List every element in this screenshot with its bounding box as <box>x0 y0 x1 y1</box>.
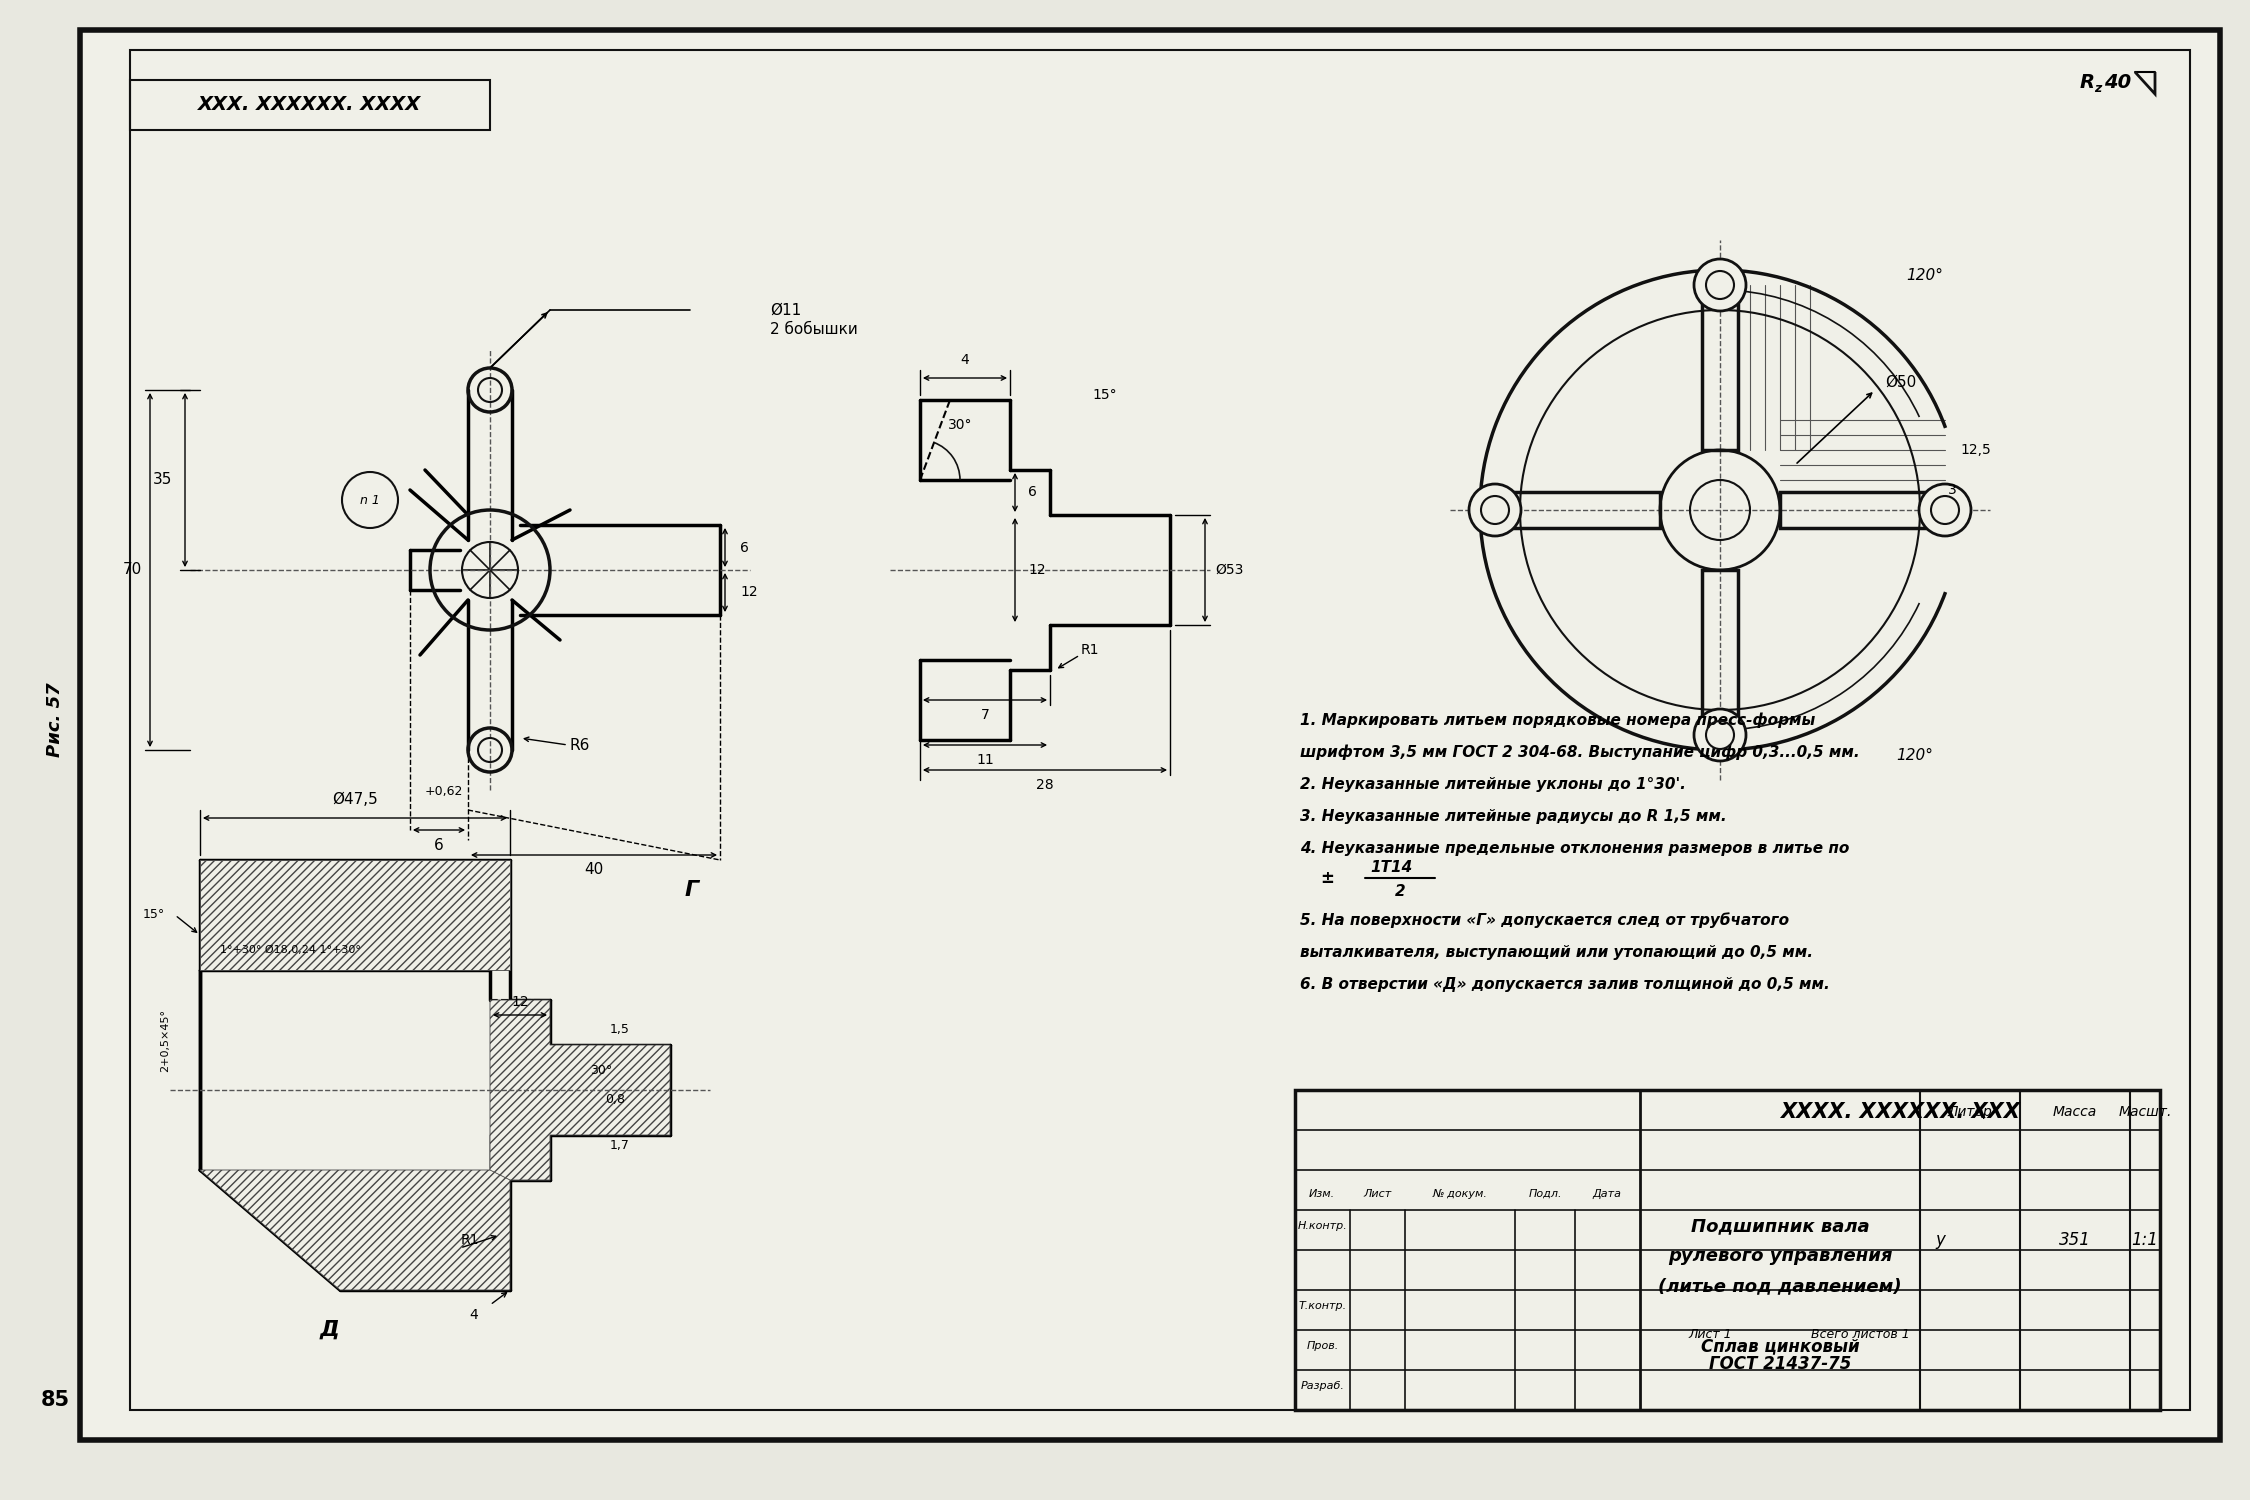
Text: 6: 6 <box>434 837 443 852</box>
Text: Ø47,5: Ø47,5 <box>333 792 378 807</box>
Text: 1°+30° Ø18,0,24 1°+30°: 1°+30° Ø18,0,24 1°+30° <box>220 945 360 956</box>
Text: Всего листов 1: Всего листов 1 <box>1811 1328 1910 1341</box>
Text: 15°: 15° <box>1094 388 1118 402</box>
Text: Изм.: Изм. <box>1310 1190 1334 1198</box>
Text: 7: 7 <box>981 708 990 722</box>
Polygon shape <box>200 859 511 970</box>
Text: у: у <box>1935 1232 1944 1250</box>
Text: 35: 35 <box>153 472 171 488</box>
Text: 70: 70 <box>122 562 142 578</box>
Text: 4: 4 <box>470 1308 477 1322</box>
Text: Лист 1: Лист 1 <box>1688 1328 1732 1341</box>
Text: 30°: 30° <box>947 419 972 432</box>
Text: Пров.: Пров. <box>1307 1341 1339 1352</box>
Text: Дата: Дата <box>1593 1190 1622 1198</box>
Text: Разраб.: Разраб. <box>1300 1382 1346 1390</box>
Text: 6: 6 <box>1028 484 1037 500</box>
Text: 2+0,5×45°: 2+0,5×45° <box>160 1008 171 1071</box>
Bar <box>1701 285 1737 450</box>
Text: ХХХ. ХХХХХХ. ХХХХ: ХХХ. ХХХХХХ. ХХХХ <box>198 94 421 114</box>
Text: Т.контр.: Т.контр. <box>1298 1300 1348 1311</box>
Text: z: z <box>2095 81 2102 94</box>
Text: ХХХХ. ХХХХХХ. ХХХ: ХХХХ. ХХХХХХ. ХХХ <box>1780 1102 2020 1122</box>
Text: 3. Неуказанные литейные радиусы до R 1,5 мм.: 3. Неуказанные литейные радиусы до R 1,5… <box>1300 808 1726 824</box>
Text: 11: 11 <box>976 753 994 766</box>
Text: шрифтом 3,5 мм ГОСТ 2 304-68. Выступание цифр 0,3...0,5 мм.: шрифтом 3,5 мм ГОСТ 2 304-68. Выступание… <box>1300 744 1858 759</box>
Text: Подл.: Подл. <box>1528 1190 1561 1198</box>
Text: R1: R1 <box>461 1233 479 1246</box>
Bar <box>1296 1090 2160 1410</box>
Text: ±: ± <box>1321 868 1334 886</box>
Text: 40: 40 <box>2104 72 2131 92</box>
Circle shape <box>1919 484 1971 536</box>
Text: 4. Неуказаниые предельные отклонения размеров в литье по: 4. Неуказаниые предельные отклонения раз… <box>1300 840 1850 855</box>
Text: Ø11: Ø11 <box>770 303 801 318</box>
Text: R6: R6 <box>569 738 590 753</box>
Text: № докум.: № докум. <box>1433 1190 1487 1198</box>
Text: 12: 12 <box>1028 562 1046 578</box>
Text: Литер: Литер <box>1948 1106 1994 1119</box>
Text: 0,8: 0,8 <box>605 1094 626 1107</box>
Text: 12,5: 12,5 <box>1960 442 1991 458</box>
Text: (литье под давлением): (литье под давлением) <box>1658 1276 1901 1294</box>
Text: 1,7: 1,7 <box>610 1138 630 1152</box>
Text: 120°: 120° <box>1906 267 1944 282</box>
Text: n 1: n 1 <box>360 494 380 507</box>
Bar <box>1296 1090 2160 1410</box>
Text: 2: 2 <box>1395 885 1406 900</box>
Text: Подшипник вала: Подшипник вала <box>1690 1216 1870 1234</box>
Text: Масшт.: Масшт. <box>2117 1106 2171 1119</box>
Text: 120°: 120° <box>1897 747 1933 762</box>
Text: Масса: Масса <box>2052 1106 2097 1119</box>
Text: R: R <box>2079 72 2095 92</box>
Text: Ø50: Ø50 <box>1886 375 1917 390</box>
Text: рулевого управления: рулевого управления <box>1667 1246 1892 1264</box>
Text: Лист: Лист <box>1364 1190 1390 1198</box>
Text: 6: 6 <box>740 542 749 555</box>
Text: Г: Г <box>684 880 700 900</box>
Text: 2. Неуказанные литейные уклоны до 1°30'.: 2. Неуказанные литейные уклоны до 1°30'. <box>1300 777 1685 792</box>
Text: +0,62: +0,62 <box>425 786 464 798</box>
Bar <box>1494 492 1660 528</box>
Text: 30°: 30° <box>590 1064 612 1077</box>
Text: ГОСТ 21437-75: ГОСТ 21437-75 <box>1708 1354 1852 1372</box>
Polygon shape <box>200 1136 549 1290</box>
Text: выталкивателя, выступающий или утопающий до 0,5 мм.: выталкивателя, выступающий или утопающий… <box>1300 945 1814 960</box>
Text: 12: 12 <box>511 994 529 1010</box>
Text: 12: 12 <box>740 585 758 598</box>
Circle shape <box>1469 484 1521 536</box>
Text: Ø53: Ø53 <box>1215 562 1244 578</box>
Text: Н.контр.: Н.контр. <box>1298 1221 1348 1232</box>
Polygon shape <box>490 1000 670 1180</box>
Text: 5. На поверхности «Г» допускается след от трубчатого: 5. На поверхности «Г» допускается след о… <box>1300 912 1789 928</box>
Text: 85: 85 <box>40 1390 70 1410</box>
Bar <box>1780 492 1944 528</box>
Text: 4: 4 <box>961 352 970 368</box>
Text: 15°: 15° <box>142 909 164 921</box>
Text: Д: Д <box>319 1320 340 1340</box>
Text: 2 бобышки: 2 бобышки <box>770 322 857 338</box>
Bar <box>130 920 790 1410</box>
Text: 3: 3 <box>1948 483 1958 496</box>
Text: 40: 40 <box>585 862 603 877</box>
Text: 1Т14: 1Т14 <box>1370 861 1413 876</box>
Text: R1: R1 <box>1080 644 1100 657</box>
Bar <box>1701 570 1737 735</box>
Text: 1,5: 1,5 <box>610 1023 630 1036</box>
Circle shape <box>1694 710 1746 760</box>
Text: 351: 351 <box>2059 1232 2090 1250</box>
Text: Сплав цинковый: Сплав цинковый <box>1701 1336 1858 1354</box>
Text: Рис. 57: Рис. 57 <box>45 682 63 758</box>
Text: 28: 28 <box>1037 778 1053 792</box>
Text: 6. В отверстии «Д» допускается залив толщиной до 0,5 мм.: 6. В отверстии «Д» допускается залив тол… <box>1300 976 1829 992</box>
Text: 1. Маркировать литьем порядковые номера пресс-формы: 1. Маркировать литьем порядковые номера … <box>1300 712 1816 728</box>
Circle shape <box>1694 260 1746 310</box>
Text: 1:1: 1:1 <box>2131 1232 2158 1250</box>
Bar <box>130 80 490 130</box>
